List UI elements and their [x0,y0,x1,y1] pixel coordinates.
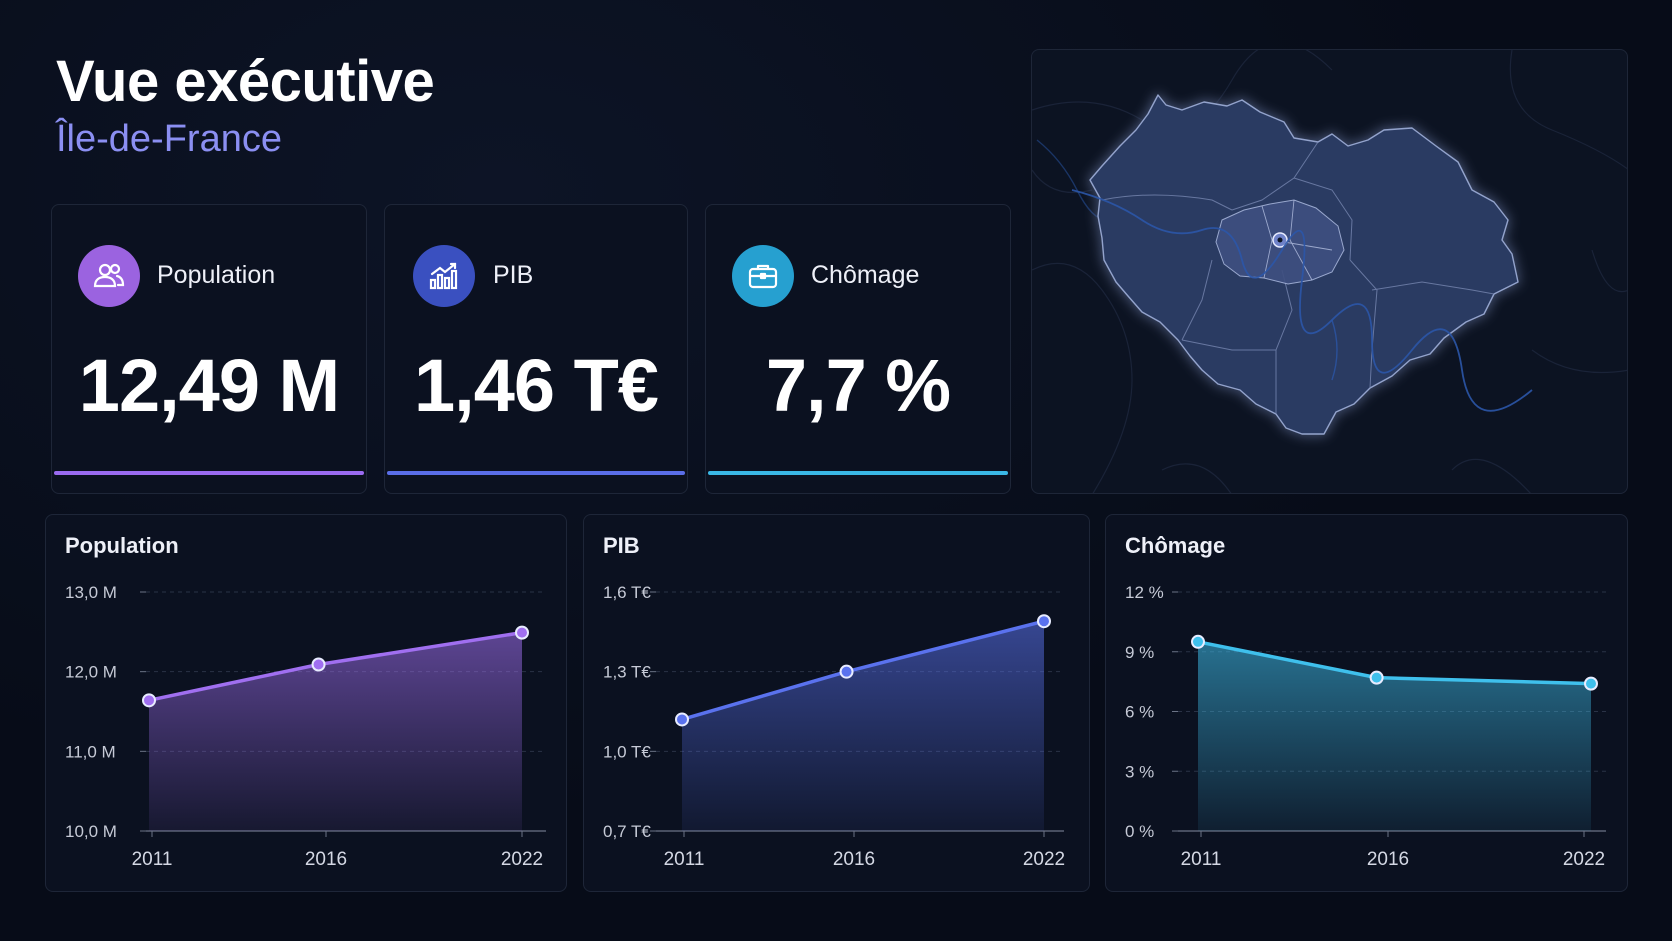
y-tick-label: 6 % [1125,703,1154,722]
region-map-card[interactable] [1031,49,1628,494]
y-tick-label: 0,7 T€ [603,822,651,841]
chart-card-pib[interactable]: PIB 0,7 T€ 1,0 T€ 1,3 T€ 1,6 T€ 2011 2016 2022 [583,514,1090,892]
kpi-label: Chômage [811,261,920,289]
x-tick-label: 2011 [132,849,173,870]
kpi-accent-bar [708,471,1008,475]
kpi-card-population[interactable]: Population 12,49 M [51,204,367,494]
x-tick-label: 2022 [501,849,543,870]
data-point[interactable] [675,712,689,727]
seine-river [1071,189,1533,412]
data-point[interactable] [142,693,156,708]
chomage-chart: 0 % 3 % 6 % 9 % 12 % 2011 2016 2022 [1125,583,1606,870]
briefcase-icon [732,245,794,307]
x-tick-label: 2022 [1563,849,1605,870]
kpi-card-pib[interactable]: PIB 1,46 T€ [384,204,688,494]
data-point[interactable] [515,625,529,640]
pib-chart: 0,7 T€ 1,0 T€ 1,3 T€ 1,6 T€ 2011 2016 2022 [603,583,1065,870]
users-icon [78,245,140,307]
page-title: Vue exécutive [56,49,435,114]
data-point[interactable] [1191,634,1205,649]
x-tick-label: 2016 [833,849,875,870]
kpi-accent-bar [387,471,685,475]
y-tick-label: 1,0 T€ [603,742,651,761]
kpi-value: 7,7 % [765,344,951,427]
series-area [1198,641,1591,831]
data-point[interactable] [311,657,326,672]
kpi-label: Population [157,261,276,289]
y-tick-label: 3 % [1125,762,1154,781]
y-tick-label: 1,6 T€ [603,583,651,602]
bar-chart-growth-icon [413,245,475,307]
y-tick-label: 9 % [1125,643,1154,662]
chart-title: Chômage [1125,533,1226,558]
y-tick-label: 12 % [1125,583,1164,602]
x-tick-label: 2011 [664,849,705,870]
x-tick-label: 2016 [1367,849,1409,870]
data-point[interactable] [1584,676,1598,691]
y-tick-label: 10,0 M [65,822,117,841]
ile-de-france-map [1032,50,1627,493]
kpi-value: 12,49 M [78,344,340,427]
page-subtitle: Île-de-France [56,118,282,160]
y-tick-label: 12,0 M [65,663,117,682]
y-tick-label: 0 % [1125,822,1154,841]
y-tick-label: 1,3 T€ [603,663,651,682]
y-tick-label: 11,0 M [65,742,116,761]
chart-title: Population [65,533,179,558]
chart-title: PIB [603,533,640,558]
kpi-label: PIB [493,261,534,289]
series-area [682,621,1044,831]
y-tick-label: 13,0 M [65,583,117,602]
kpi-value: 1,46 T€ [414,344,659,427]
data-point[interactable] [1037,614,1051,629]
data-point[interactable] [1369,670,1384,685]
chart-card-population[interactable]: Population 10,0 M 11,0 M 12,0 M 13,0 M 2011 2… [45,514,567,892]
chart-card-chomage[interactable]: Chômage 0 % 3 % 6 % 9 % 12 % 2011 2016 2022 [1105,514,1628,892]
data-point[interactable] [839,664,854,679]
x-tick-label: 2022 [1023,849,1065,870]
kpi-accent-bar [54,471,364,475]
x-tick-label: 2011 [1181,849,1222,870]
x-tick-label: 2016 [305,849,347,870]
population-chart: 10,0 M 11,0 M 12,0 M 13,0 M 2011 2016 2022 [65,583,546,870]
kpi-card-chomage[interactable]: Chômage 7,7 % [705,204,1011,494]
